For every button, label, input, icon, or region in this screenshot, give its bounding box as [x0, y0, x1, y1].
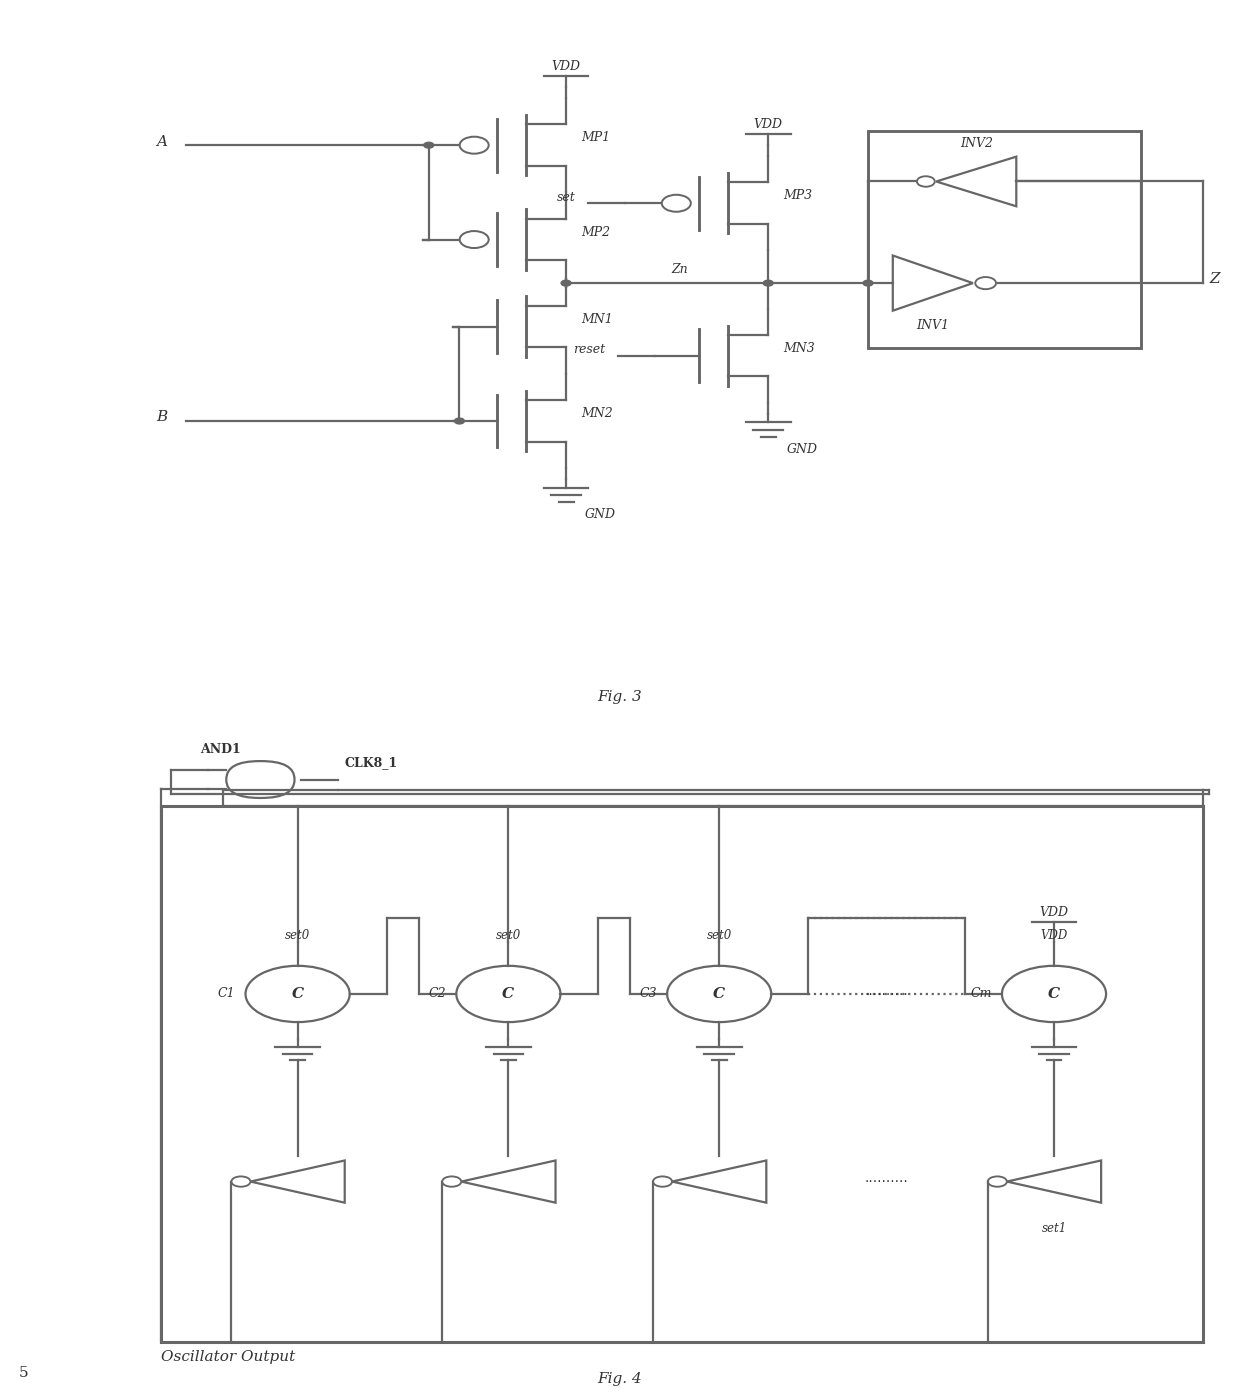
Circle shape	[863, 281, 873, 286]
Circle shape	[455, 419, 464, 424]
Text: C3: C3	[640, 987, 657, 1001]
Text: set: set	[557, 191, 575, 204]
Text: INV1: INV1	[916, 320, 950, 332]
Text: MP1: MP1	[580, 131, 610, 144]
Text: MN1: MN1	[580, 313, 613, 325]
Text: B: B	[156, 410, 167, 424]
Text: MN3: MN3	[784, 342, 815, 355]
Text: MN2: MN2	[580, 408, 613, 420]
Text: C: C	[291, 987, 304, 1001]
Text: GND: GND	[585, 508, 616, 521]
Text: C: C	[1048, 987, 1060, 1001]
Text: Fig. 4: Fig. 4	[598, 1372, 642, 1386]
Circle shape	[764, 281, 774, 286]
Text: INV2: INV2	[960, 137, 993, 151]
Text: ..........: ..........	[864, 984, 909, 998]
Text: VDD: VDD	[1040, 930, 1068, 942]
Text: Z: Z	[1209, 272, 1220, 286]
Text: Cm: Cm	[971, 987, 992, 1001]
Text: MP2: MP2	[580, 226, 610, 239]
Text: GND: GND	[787, 443, 818, 456]
Text: C: C	[502, 987, 515, 1001]
Circle shape	[560, 281, 572, 286]
Text: MP3: MP3	[784, 190, 812, 202]
Text: CLK8_1: CLK8_1	[343, 757, 397, 769]
Text: C2: C2	[429, 987, 446, 1001]
Circle shape	[424, 142, 434, 148]
Text: Oscillator Output: Oscillator Output	[161, 1350, 295, 1364]
Text: ..........: ..........	[864, 1171, 909, 1185]
Text: Fig. 3: Fig. 3	[598, 690, 642, 704]
Text: reset: reset	[574, 343, 605, 356]
Text: set0: set0	[285, 930, 310, 942]
Text: C1: C1	[218, 987, 236, 1001]
Text: VDD: VDD	[754, 117, 782, 131]
Text: 5: 5	[19, 1365, 29, 1379]
Text: VDD: VDD	[552, 60, 580, 73]
Text: C: C	[713, 987, 725, 1001]
Text: A: A	[156, 134, 167, 148]
Text: AND1: AND1	[200, 743, 241, 755]
Text: Zn: Zn	[671, 262, 688, 276]
Text: VDD: VDD	[1039, 906, 1069, 919]
Text: set1: set1	[1042, 1222, 1066, 1235]
FancyBboxPatch shape	[226, 761, 295, 799]
Bar	[868, 131, 1141, 349]
Text: set0: set0	[496, 930, 521, 942]
Bar	[161, 807, 1203, 1343]
Text: set0: set0	[707, 930, 732, 942]
